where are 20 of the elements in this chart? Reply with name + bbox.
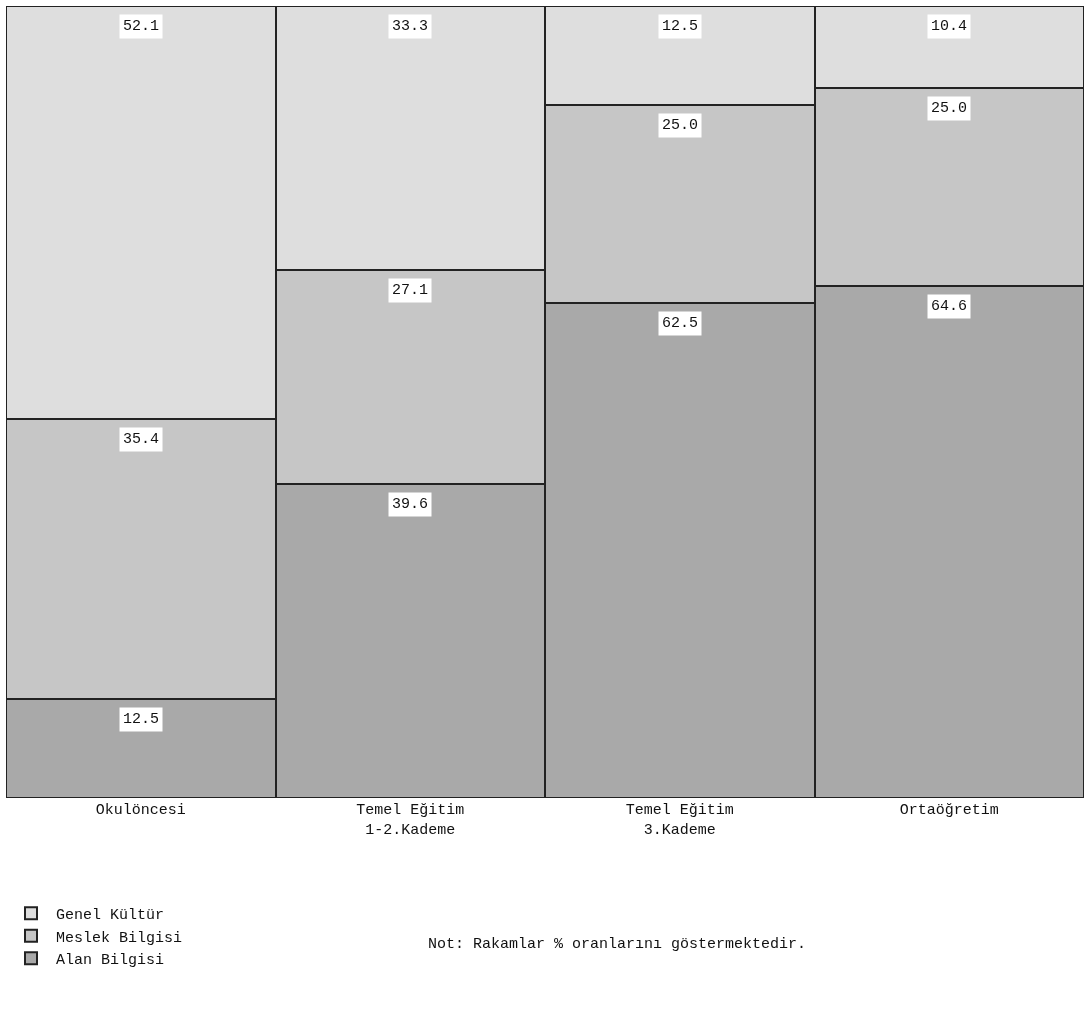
data-label: 27.1 — [392, 282, 429, 299]
x-tick-label: Okulöncesi — [95, 802, 186, 819]
data-label: 33.3 — [392, 18, 429, 35]
data-label: 12.5 — [123, 711, 160, 728]
data-label: 25.0 — [931, 100, 968, 117]
data-label: 39.6 — [392, 496, 429, 513]
data-label: 62.5 — [662, 315, 699, 332]
data-label: 25.0 — [662, 117, 699, 134]
data-label: 12.5 — [662, 18, 699, 35]
legend-label: Alan Bilgisi — [56, 952, 165, 970]
data-label: 52.1 — [123, 18, 160, 35]
data-label: 35.4 — [123, 431, 160, 448]
x-tick-label: Ortaöğretim — [899, 802, 999, 819]
legend-label: Genel Kültür — [56, 907, 165, 925]
data-label: 64.6 — [931, 298, 968, 315]
x-tick-label: Temel Eğitim 1-2.Kademe — [356, 802, 465, 839]
legend-label: Meslek Bilgisi — [56, 929, 183, 947]
data-label: 10.4 — [931, 18, 968, 35]
x-tick-label: Temel Eğitim 3.Kademe — [625, 802, 734, 839]
text: Not: Rakamlar % oranlarını göstermektedir. — [428, 936, 807, 953]
